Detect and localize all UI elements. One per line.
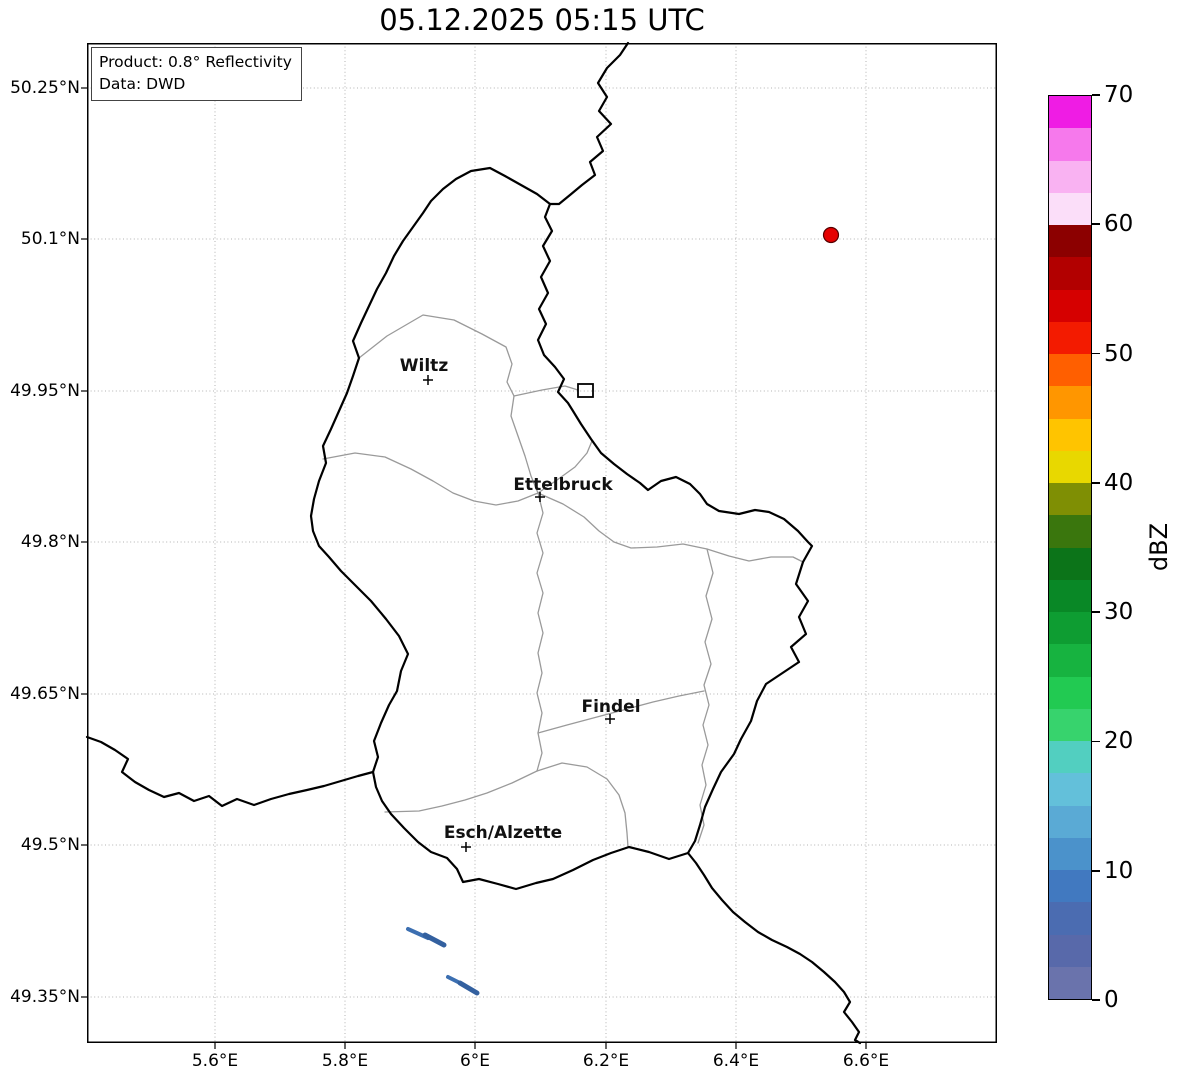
colorbar-band bbox=[1049, 644, 1091, 677]
city-label: Wiltz bbox=[400, 356, 449, 376]
city-label: Findel bbox=[581, 697, 640, 717]
lat-tick-label: 50.25°N bbox=[10, 78, 80, 98]
colorbar-tick-label: 20 bbox=[1104, 728, 1134, 755]
colorbar-band bbox=[1049, 289, 1091, 322]
city-label: Esch/Alzette bbox=[444, 823, 562, 843]
colorbar-band bbox=[1049, 676, 1091, 709]
radar-echo bbox=[422, 932, 447, 948]
luxembourg-border bbox=[309, 166, 814, 891]
lat-tick-label: 49.95°N bbox=[10, 381, 80, 401]
colorbar-band bbox=[1049, 257, 1091, 290]
colorbar-tick bbox=[1092, 611, 1100, 613]
district-border bbox=[537, 492, 804, 563]
plot-frame bbox=[87, 43, 997, 1043]
colorbar-tick-label: 10 bbox=[1104, 857, 1134, 884]
district-border bbox=[697, 548, 714, 844]
colorbar-band bbox=[1049, 966, 1091, 999]
colorbar-band bbox=[1049, 160, 1091, 193]
colorbar-band bbox=[1049, 902, 1091, 935]
colorbar-tick bbox=[1092, 482, 1100, 484]
district-border bbox=[536, 762, 629, 848]
info-source-line: Data: DWD bbox=[99, 75, 186, 93]
map-title: 05.12.2025 05:15 UTC bbox=[379, 3, 705, 37]
radar-site-marker bbox=[822, 226, 840, 244]
colorbar-tick bbox=[1092, 223, 1100, 226]
lat-tick-label: 49.8°N bbox=[20, 532, 80, 552]
colorbar-tick-label: 40 bbox=[1104, 469, 1134, 496]
colorbar-band bbox=[1049, 708, 1091, 741]
lon-tick-label: 6.6°E bbox=[842, 1051, 890, 1071]
lat-tick-label: 49.5°N bbox=[20, 835, 80, 855]
colorbar-band bbox=[1049, 515, 1091, 548]
district-border bbox=[510, 395, 539, 494]
colorbar-band bbox=[1049, 450, 1091, 483]
france-belgium-border bbox=[85, 735, 375, 808]
info-product-line: Product: 0.8° Reflectivity bbox=[99, 53, 292, 71]
overlay-group: Wiltz Ettelbruck Findel Esch/Alzette bbox=[400, 226, 840, 996]
info-box: Product: 0.8° Reflectivity Data: DWD bbox=[91, 47, 302, 101]
colorbar-band bbox=[1049, 612, 1091, 645]
colorbar-band bbox=[1049, 225, 1091, 258]
lon-tick-label: 6.2°E bbox=[582, 1051, 630, 1071]
france-germany-border bbox=[686, 851, 862, 1045]
lon-tick-label: 6.4°E bbox=[712, 1051, 760, 1071]
colorbar-tick bbox=[1092, 94, 1100, 96]
colorbar-band bbox=[1049, 773, 1091, 806]
colorbar-tick-label: 60 bbox=[1104, 211, 1134, 238]
colorbar-band bbox=[1049, 547, 1091, 580]
colorbar-band bbox=[1049, 354, 1091, 387]
colorbar-tick-label: 50 bbox=[1104, 340, 1134, 367]
colorbar-tick bbox=[1092, 352, 1100, 355]
lon-tick-label: 5.8°E bbox=[321, 1051, 369, 1071]
colorbar-unit-label: dBZ bbox=[1145, 522, 1173, 572]
lat-tick-label: 49.35°N bbox=[10, 987, 80, 1007]
colorbar-tick-label: 0 bbox=[1104, 987, 1119, 1013]
district-border bbox=[537, 440, 593, 494]
lon-tick-label: 6°E bbox=[459, 1051, 491, 1071]
colorbar-band bbox=[1049, 483, 1091, 516]
colorbar-band bbox=[1049, 192, 1091, 225]
colorbar-tick bbox=[1092, 740, 1100, 743]
colorbar-band bbox=[1049, 321, 1091, 354]
colorbar-band bbox=[1049, 741, 1091, 774]
district-border bbox=[536, 492, 544, 772]
colorbar bbox=[1048, 95, 1092, 1000]
city-label: Ettelbruck bbox=[513, 475, 613, 495]
colorbar-tick-label: 30 bbox=[1104, 599, 1134, 626]
border-group bbox=[85, 41, 862, 1045]
district-border bbox=[358, 314, 515, 397]
colorbar-band bbox=[1049, 96, 1091, 129]
radar-echo bbox=[457, 980, 480, 996]
lon-tick-label: 5.6°E bbox=[191, 1051, 239, 1071]
colorbar-tick bbox=[1092, 999, 1100, 1001]
colorbar-band bbox=[1049, 870, 1091, 903]
colorbar-band bbox=[1049, 418, 1091, 451]
map-plot: Wiltz Ettelbruck Findel Esch/Alzette bbox=[81, 41, 997, 1049]
colorbar-tick bbox=[1092, 869, 1100, 872]
grid-group bbox=[81, 43, 997, 1049]
belgium-germany-border bbox=[548, 41, 630, 206]
colorbar-band bbox=[1049, 805, 1091, 838]
district-border bbox=[384, 770, 538, 813]
colorbar-band bbox=[1049, 386, 1091, 419]
district-border bbox=[513, 385, 579, 397]
colorbar-band bbox=[1049, 934, 1091, 967]
border-enclave-square bbox=[577, 383, 594, 398]
district-border bbox=[537, 690, 705, 734]
district-border bbox=[322, 452, 539, 506]
colorbar-tick-label: 70 bbox=[1104, 82, 1134, 108]
lat-tick-label: 50.1°N bbox=[20, 229, 80, 249]
lat-tick-label: 49.65°N bbox=[10, 684, 80, 704]
colorbar-band bbox=[1049, 579, 1091, 612]
colorbar-band bbox=[1049, 128, 1091, 161]
colorbar-band bbox=[1049, 837, 1091, 870]
